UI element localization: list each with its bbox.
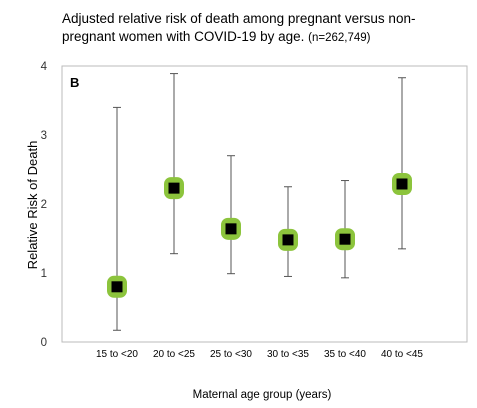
y-tick-label: 1: [41, 268, 47, 280]
data-point: [168, 182, 180, 194]
x-tick-label: 15 to <20: [96, 349, 138, 360]
data-point: [339, 233, 351, 245]
panel-label: B: [70, 75, 79, 90]
chart-subtitle: (n=262,749): [308, 32, 371, 44]
plot-frame: [61, 65, 468, 343]
data-point: [111, 281, 123, 293]
chart-title-text: Adjusted relative risk of death among pr…: [62, 11, 416, 44]
data-point: [282, 234, 294, 246]
x-axis-title: Maternal age group (years): [193, 389, 332, 401]
y-axis-title: Relative Risk of Death: [25, 141, 40, 270]
chart-title: Adjusted relative risk of death among pr…: [62, 10, 462, 47]
data-point: [396, 178, 408, 190]
y-tick-label: 3: [41, 130, 47, 142]
y-tick-label: 4: [41, 61, 48, 73]
y-tick-label: 0: [41, 337, 47, 349]
y-tick-label: 2: [41, 199, 47, 211]
x-tick-label: 35 to <40: [324, 349, 366, 360]
x-tick-label: 40 to <45: [381, 349, 423, 360]
data-point: [225, 223, 237, 235]
y-axis-ticks: 0 1 2 3 4: [41, 61, 48, 349]
x-tick-label: 25 to <30: [210, 349, 252, 360]
x-tick-label: 20 to <25: [153, 349, 195, 360]
chart-marks: [107, 73, 412, 331]
x-axis-ticks: 15 to <20 20 to <25 25 to <30 30 to <35 35 t…: [96, 349, 423, 360]
x-tick-label: 30 to <35: [267, 349, 309, 360]
